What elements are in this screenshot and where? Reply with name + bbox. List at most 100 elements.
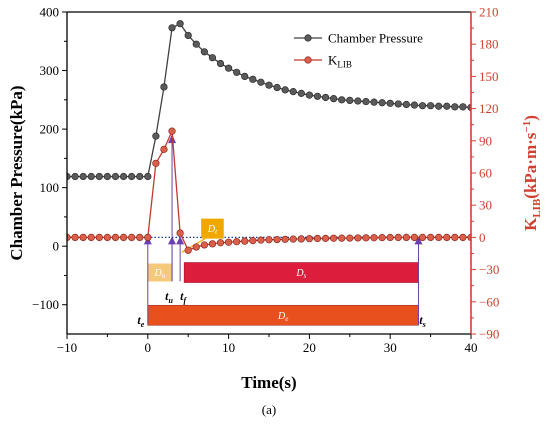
x-tick-label: 0 <box>145 340 152 355</box>
x-axis-label: Time(s) <box>241 373 296 392</box>
legend-label-main: K <box>328 53 338 68</box>
data-point <box>273 235 281 244</box>
box-label-main: D <box>295 268 304 279</box>
data-point <box>95 233 103 241</box>
box-label-sub: s <box>304 272 307 280</box>
marker-label-sub: s <box>422 320 426 329</box>
data-point <box>233 68 241 76</box>
data-point <box>192 40 200 48</box>
data-point <box>241 237 249 245</box>
data-point <box>435 102 443 110</box>
data-point <box>184 31 192 40</box>
axes: −10 0 10 20 30 40−1000100200300400−90−60−3003… <box>32 5 499 356</box>
data-point <box>394 100 402 108</box>
axis-labels: Time(s) Chamber Pressure(kPa) KLIB(kPa·m·s… <box>7 85 543 417</box>
data-point <box>410 101 419 109</box>
data-point <box>289 88 297 96</box>
ylabel-right-sup: −1 <box>521 121 533 133</box>
data-point <box>297 89 305 97</box>
ylabel-right-units: (kPa·m·s <box>521 132 540 199</box>
data-point <box>354 97 362 105</box>
marker-label-sub: u <box>168 296 173 305</box>
data-point <box>79 172 87 181</box>
data-point <box>103 172 111 181</box>
data-point <box>289 235 297 243</box>
data-point <box>313 234 322 243</box>
yr-tick-label: 120 <box>479 101 499 116</box>
data-point <box>71 233 79 241</box>
data-point <box>305 235 314 243</box>
data-point <box>362 234 370 242</box>
data-point <box>119 172 128 181</box>
marker-triangle-tf <box>176 236 185 245</box>
data-point <box>257 236 265 244</box>
data-point <box>241 72 249 80</box>
data-point <box>321 234 330 242</box>
data-point <box>459 103 467 111</box>
series-line-1 <box>67 130 471 252</box>
legend-label-sub: LIB <box>337 60 352 70</box>
data-point <box>427 233 435 241</box>
box-label-dt: Dt <box>207 224 218 236</box>
x-tick-label: −10 <box>57 340 77 355</box>
data-point <box>225 238 233 246</box>
data-point <box>418 102 427 110</box>
x-tick-label: 30 <box>384 340 397 355</box>
data-point <box>297 235 305 243</box>
data-point <box>394 233 402 241</box>
data-point <box>128 172 136 181</box>
box-label-sub: t <box>215 228 218 236</box>
marker-label-ts: ts <box>419 313 425 329</box>
marker-label-main: t <box>165 289 169 303</box>
data-point <box>338 96 346 104</box>
yr-tick-label: −60 <box>479 294 499 309</box>
data-point <box>249 237 257 245</box>
data-point <box>281 235 289 243</box>
data-point <box>152 132 160 140</box>
data-point <box>378 234 386 242</box>
yr-tick-label: 90 <box>479 133 492 148</box>
yl-tick-label: 300 <box>40 63 60 78</box>
yr-tick-label: 0 <box>479 230 486 245</box>
yr-tick-label: 60 <box>479 166 492 181</box>
yl-tick-label: 100 <box>40 180 60 195</box>
data-point <box>87 233 95 241</box>
data-point <box>346 234 354 242</box>
yl-tick-label: 200 <box>40 122 60 137</box>
box-label-main: D <box>154 268 163 279</box>
data-point <box>71 172 79 181</box>
marker-label-tu: tu <box>165 289 173 305</box>
y-axis-label-left: Chamber Pressure(kPa) <box>7 85 26 260</box>
data-point <box>467 103 471 112</box>
data-point <box>265 236 273 244</box>
data-point <box>305 91 314 99</box>
legend-label-pressure: Chamber Pressure <box>328 31 423 46</box>
box-label-main: D <box>207 224 216 235</box>
data-point <box>176 20 184 28</box>
marker-label-main: t <box>180 289 184 303</box>
marker-label-tf: tf <box>180 289 187 305</box>
data-point <box>321 93 330 102</box>
data-point <box>144 172 152 181</box>
data-point <box>354 234 362 242</box>
data-point <box>216 239 225 247</box>
data-point <box>87 172 95 181</box>
box-label-sub: n <box>162 272 166 280</box>
data-point <box>410 233 419 241</box>
data-point <box>119 233 128 241</box>
marker-label-sub: f <box>183 296 187 305</box>
marker-label-main: t <box>419 313 423 327</box>
data-point <box>370 234 378 242</box>
data-point <box>192 243 200 251</box>
marker-label-sub: e <box>141 320 145 329</box>
data-point <box>111 172 120 181</box>
yl-tick-label: 400 <box>40 5 60 20</box>
figure-caption: (a) <box>262 402 276 417</box>
data-point <box>346 96 354 105</box>
data-point <box>330 95 338 103</box>
data-point <box>249 75 257 83</box>
legend: Chamber Pressure KLIB <box>294 31 423 70</box>
